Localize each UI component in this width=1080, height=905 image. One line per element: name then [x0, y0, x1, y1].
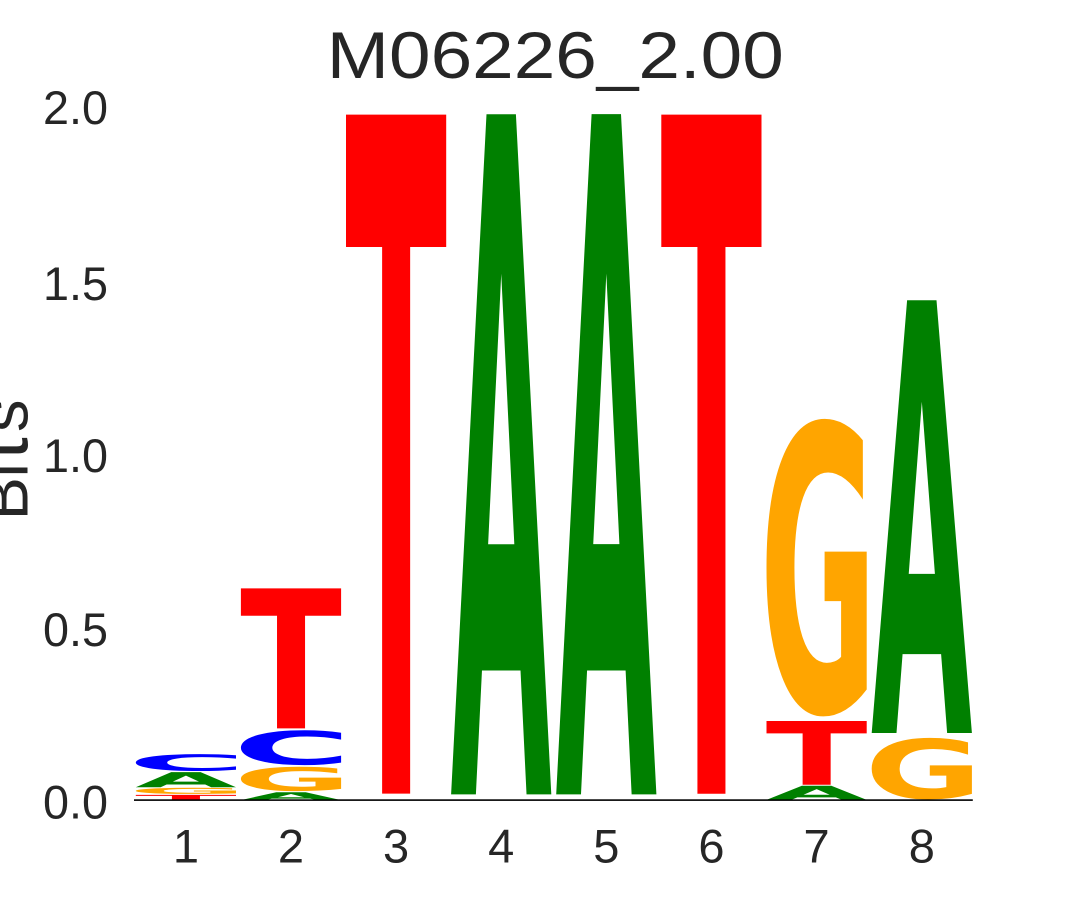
svg-text:8: 8 — [909, 820, 935, 873]
svg-text:0.0: 0.0 — [43, 777, 108, 830]
svg-text:t: t — [0, 437, 45, 459]
svg-text:3: 3 — [383, 820, 409, 873]
svg-text:M06226_2.00: M06226_2.00 — [327, 18, 784, 92]
svg-text:2.0: 2.0 — [43, 82, 108, 135]
svg-text:7: 7 — [804, 820, 830, 873]
svg-text:i: i — [0, 463, 42, 477]
svg-text:s: s — [0, 400, 42, 433]
svg-text:2: 2 — [278, 820, 304, 873]
svg-text:B: B — [0, 477, 42, 520]
svg-text:6: 6 — [698, 820, 724, 873]
svg-text:0.5: 0.5 — [43, 604, 108, 657]
svg-text:5: 5 — [593, 820, 619, 873]
svg-text:1.5: 1.5 — [43, 258, 108, 311]
svg-text:1.0: 1.0 — [43, 430, 108, 483]
svg-text:1: 1 — [173, 820, 199, 873]
svg-text:4: 4 — [488, 820, 514, 873]
